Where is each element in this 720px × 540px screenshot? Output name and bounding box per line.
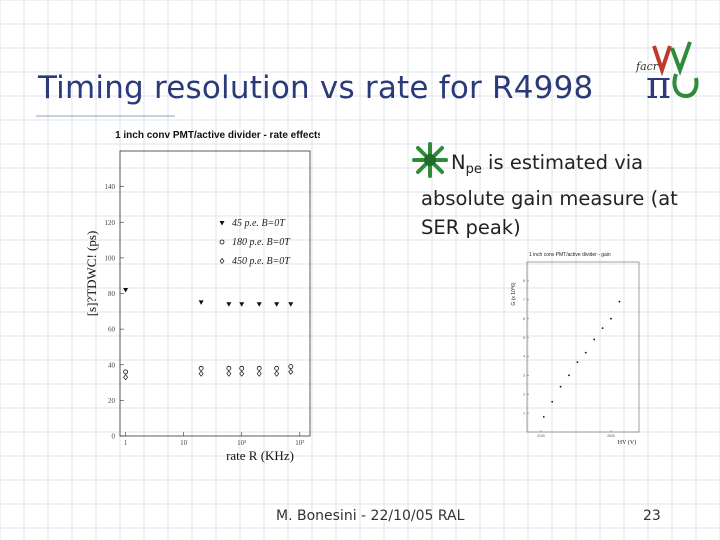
data-point: [256, 302, 262, 307]
y-tick-label: 20: [108, 397, 116, 405]
bullet-lead: N: [451, 151, 466, 174]
data-point: [542, 415, 545, 418]
data-point: [274, 370, 280, 377]
y-tick-label: 2: [523, 392, 525, 396]
data-point: [288, 302, 294, 307]
plot-frame: [526, 261, 640, 433]
y-tick-label: 4: [523, 355, 525, 359]
legend-marker: [219, 239, 225, 245]
y-tick-label: 0: [112, 433, 116, 441]
bullet-subscript: pe: [465, 162, 482, 177]
data-point: [551, 400, 554, 403]
chart-title: 1 inch conv PMT/active divider - gain: [529, 252, 611, 258]
x-tick-label: 10: [180, 439, 188, 447]
data-point: [226, 365, 232, 371]
data-point: [198, 300, 204, 305]
data-point: [601, 327, 604, 330]
x-tick-label: 10³: [295, 439, 304, 447]
data-point: [239, 370, 245, 377]
data-point: [256, 370, 262, 377]
data-point: [256, 365, 262, 371]
legend-entry: 45 p.e. B=0T: [232, 218, 286, 229]
y-tick-label: 7: [523, 298, 525, 302]
y-tick-label: 3: [523, 374, 525, 378]
legend-entry: 450 p.e. B=0T: [232, 256, 291, 267]
y-tick-label: 40: [108, 361, 116, 369]
x-tick-label: 1: [124, 439, 128, 447]
logo-pi-letter: π: [646, 63, 671, 102]
footer-author-date: M. Bonesini - 22/10/05 RAL: [276, 508, 465, 524]
x-tick-label: 2100: [537, 434, 545, 438]
bullet-star-icon: [412, 142, 448, 178]
data-point: [123, 374, 129, 381]
data-point: [274, 302, 280, 307]
y-tick-label: 100: [105, 254, 116, 262]
data-point: [559, 385, 562, 388]
x-axis-label: HV (V): [618, 439, 636, 446]
y-tick-label: 140: [105, 183, 116, 191]
data-point: [123, 369, 129, 375]
bullet-rest: is estimated via absolute gain measure (…: [421, 151, 678, 239]
y-tick-label: 1: [523, 411, 525, 415]
gain-chart: 1 inch conv PMT/active divider - gain 1 2 3…: [511, 252, 640, 446]
data-point: [576, 361, 579, 364]
data-point: [226, 302, 232, 307]
x-tick-label: 2600: [607, 434, 615, 438]
data-point: [610, 317, 612, 320]
data-point: [288, 364, 294, 369]
data-point: [288, 368, 294, 375]
plot-frame: [119, 150, 311, 437]
facr-pi-logo-icon: facr π: [635, 41, 699, 102]
y-tick-label: 8: [523, 279, 525, 283]
data-point: [226, 370, 232, 377]
data-point: [584, 351, 587, 354]
data-point: [198, 370, 204, 377]
y-tick-label: 5: [523, 336, 525, 340]
logo-small-text: facr: [635, 60, 659, 73]
slide-title: Timing resolution vs rate for R4998: [38, 70, 594, 106]
data-point: [239, 365, 245, 371]
y-axis-label: G (x 10^6): [511, 282, 517, 306]
y-tick-label: 60: [108, 326, 116, 334]
data-point: [123, 287, 129, 293]
legend-marker: [219, 257, 225, 265]
data-point: [568, 374, 570, 377]
data-point: [618, 300, 621, 303]
data-point: [239, 302, 245, 307]
chart-title: 1 inch conv PMT/active divider - rate ef…: [115, 130, 320, 141]
x-tick-label: 10²: [237, 439, 246, 447]
data-point: [274, 365, 280, 371]
footer-page-number: 23: [643, 508, 661, 524]
y-tick-label: 80: [108, 290, 116, 298]
rate-effects-chart: 1 inch conv PMT/active divider - rate ef…: [84, 130, 320, 463]
legend-entry: 180 p.e. B=0T: [232, 237, 291, 248]
legend-marker: [219, 221, 225, 226]
x-axis-label: rate R (KHz): [226, 448, 294, 463]
y-tick-label: 120: [105, 219, 116, 227]
data-point: [198, 365, 204, 371]
y-tick-label: 6: [523, 317, 525, 321]
bullet-text: Npe is estimated via absolute gain measu…: [421, 148, 711, 242]
data-point: [593, 338, 596, 341]
y-axis-label: [s]?TDWC! (ps): [84, 231, 99, 317]
